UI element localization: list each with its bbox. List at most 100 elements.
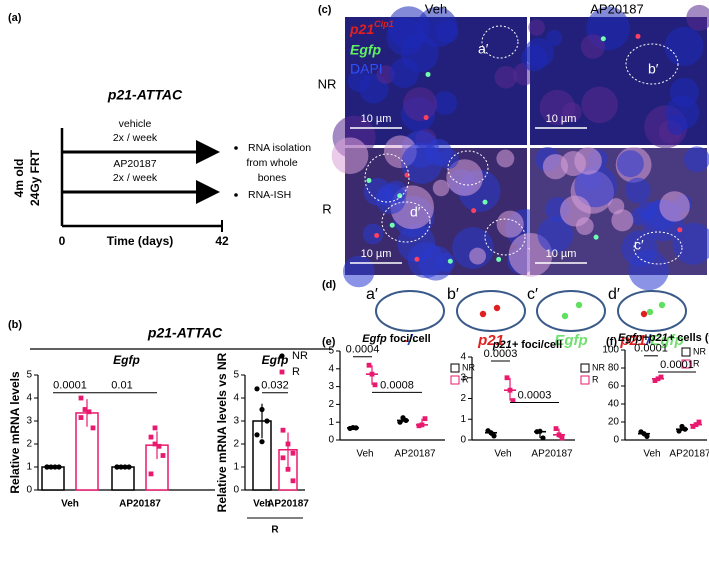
legend-swatch bbox=[681, 359, 691, 369]
nucleus bbox=[402, 87, 438, 122]
rna-dot bbox=[640, 310, 648, 318]
data-point bbox=[553, 426, 559, 431]
nucleus bbox=[496, 210, 524, 238]
scale-bar-label: 10 µm bbox=[361, 248, 392, 260]
y-tick-label: 3 bbox=[328, 381, 334, 392]
x-tick-label: Veh bbox=[61, 499, 79, 510]
p-value: 0.01 bbox=[111, 380, 132, 392]
data-point bbox=[676, 428, 682, 434]
x-tick-label: 42 bbox=[215, 234, 229, 248]
cell-label: b′ bbox=[447, 286, 459, 303]
data-point bbox=[510, 398, 516, 403]
arrow-schedule: 2x / week bbox=[113, 132, 158, 144]
rna-dot bbox=[404, 172, 410, 178]
data-point bbox=[290, 450, 296, 456]
rna-dot bbox=[471, 208, 477, 214]
panel-title: p21-ATTAC bbox=[147, 325, 223, 341]
bar bbox=[41, 466, 65, 491]
column-label: AP20187 bbox=[590, 1, 644, 16]
title-italic: p21+ bbox=[492, 339, 519, 351]
data-point bbox=[372, 382, 378, 388]
nucleus bbox=[686, 4, 709, 31]
nucleus bbox=[331, 137, 369, 175]
data-point bbox=[148, 471, 154, 477]
data-point bbox=[658, 374, 664, 380]
p-value: 0.0001 bbox=[660, 359, 694, 371]
nucleus bbox=[672, 222, 709, 265]
nucleus bbox=[542, 154, 569, 180]
data-point bbox=[122, 464, 128, 470]
nucleus bbox=[574, 147, 602, 175]
y-tick-label: 4 bbox=[26, 393, 32, 404]
rna-dot bbox=[366, 178, 372, 184]
data-point bbox=[52, 464, 58, 470]
y-tick-label: 4 bbox=[460, 352, 466, 363]
data-point bbox=[156, 443, 162, 449]
legend-label: NR bbox=[462, 362, 475, 372]
y-tick-label: 60 bbox=[608, 381, 620, 392]
caption: Egfp bbox=[554, 332, 587, 349]
cell-outline bbox=[484, 218, 526, 256]
bullet bbox=[234, 146, 238, 150]
nucleus bbox=[446, 159, 484, 196]
nucleus bbox=[581, 86, 618, 124]
rna-dot bbox=[482, 199, 488, 205]
row-label: R bbox=[322, 201, 331, 216]
y-tick-label: 1 bbox=[328, 417, 334, 428]
scale-bar-label: 10 µm bbox=[546, 248, 577, 260]
y-tick-label: 2 bbox=[460, 393, 466, 404]
data-point bbox=[152, 441, 158, 447]
nucleus bbox=[436, 252, 456, 272]
cell-outline bbox=[625, 43, 679, 85]
data-point bbox=[264, 418, 270, 424]
micrograph bbox=[521, 4, 709, 149]
nucleus bbox=[611, 209, 634, 232]
y-tick-label: 5 bbox=[233, 370, 239, 381]
caption-part: / bbox=[645, 332, 652, 349]
legend-swatch bbox=[580, 375, 590, 385]
data-point bbox=[491, 433, 497, 439]
data-point bbox=[126, 464, 132, 470]
caption: p21/Egfp bbox=[619, 332, 683, 349]
nucleus bbox=[667, 114, 688, 135]
data-point bbox=[416, 423, 422, 429]
legend-label: NR bbox=[292, 350, 308, 362]
cell-outline bbox=[633, 231, 683, 265]
y-tick-label: 5 bbox=[328, 346, 334, 357]
panel-title: p21-ATTAC bbox=[107, 87, 183, 103]
legend-label: NR bbox=[693, 346, 706, 356]
rna-dot bbox=[593, 234, 599, 240]
cell-label: c′ bbox=[634, 237, 644, 253]
title-italic: Egfp+p21+ bbox=[618, 332, 675, 344]
rna-dot bbox=[635, 33, 641, 39]
data-point bbox=[78, 395, 84, 401]
y-label: Relative mRNA levels bbox=[8, 371, 22, 494]
cell-schema bbox=[456, 290, 526, 332]
data-point bbox=[504, 375, 510, 381]
rna-dot bbox=[600, 36, 606, 42]
y-tick-label: 0 bbox=[460, 435, 466, 446]
stain-superscript: Cip1 bbox=[374, 19, 394, 29]
data-point bbox=[56, 464, 62, 470]
arrow-schedule: 2x / week bbox=[113, 172, 158, 184]
rna-dot bbox=[447, 258, 453, 264]
y-label: 4m old bbox=[12, 159, 26, 198]
y-tick-label: 0 bbox=[328, 435, 334, 446]
data-point bbox=[369, 371, 375, 377]
x-tick-label: AP20187 bbox=[531, 449, 573, 460]
caption-part: / bbox=[407, 332, 414, 349]
y-tick-label: 3 bbox=[26, 416, 32, 427]
data-point bbox=[422, 416, 428, 422]
bar bbox=[111, 466, 135, 491]
micrograph bbox=[332, 6, 536, 159]
data-point bbox=[152, 425, 158, 431]
rna-dot bbox=[397, 193, 403, 199]
rna-dot bbox=[425, 71, 431, 77]
nucleus bbox=[625, 177, 651, 204]
nucleus bbox=[387, 6, 430, 49]
caption-part: - bbox=[403, 332, 408, 349]
nucleus bbox=[683, 146, 709, 173]
rna-dot bbox=[389, 222, 395, 228]
rna-dot bbox=[658, 301, 666, 309]
